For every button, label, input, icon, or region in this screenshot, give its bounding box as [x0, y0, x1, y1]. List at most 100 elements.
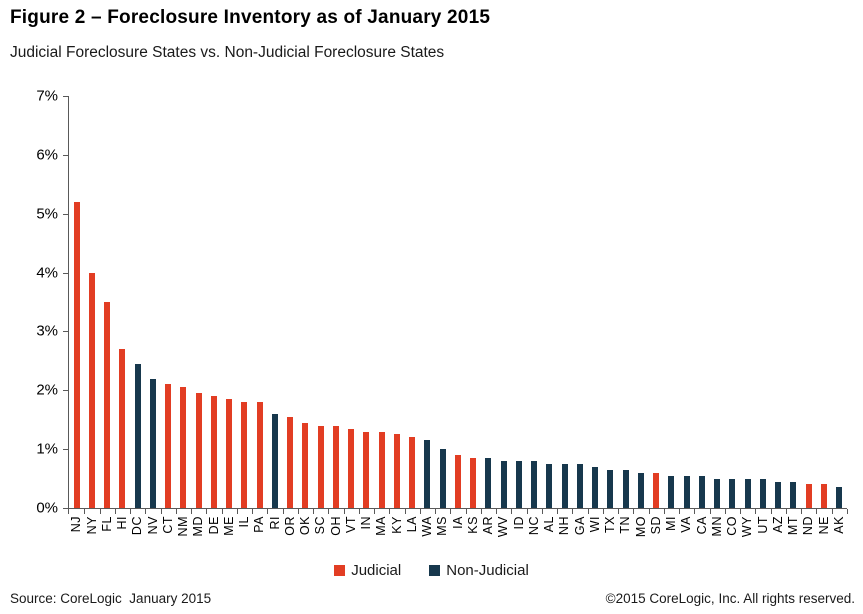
bar-cell-de: DE [206, 96, 223, 534]
bar-cell-nm: NM [176, 96, 192, 536]
x-axis-label-ny: NY [84, 516, 99, 535]
x-axis-label-wa: WA [420, 516, 435, 537]
x-axis-label-sd: SD [648, 516, 663, 535]
bar-ok [302, 422, 309, 508]
bar-cell-sc: SC [313, 96, 330, 534]
x-axis-tick-mark [267, 509, 269, 514]
x-axis-label-tx: TX [603, 516, 618, 533]
x-axis-label-ga: GA [572, 516, 587, 536]
bar-nc [531, 460, 538, 508]
bar-cell-tx: TX [603, 96, 619, 533]
y-axis-tick-label: 6% [36, 146, 58, 164]
x-axis-label-wrap: CA [694, 516, 709, 534]
bar-cell-ma: MA [374, 96, 391, 536]
x-axis-tick-mark [694, 509, 696, 514]
x-axis-label-ia: IA [450, 516, 465, 529]
bar-ga [576, 463, 583, 508]
bar-vt [348, 428, 355, 508]
x-axis-label-wrap: UT [755, 516, 770, 534]
x-axis-tick-mark [557, 509, 558, 514]
x-axis-label-ma: MA [374, 516, 389, 536]
x-axis-label-wy: WY [740, 516, 755, 538]
bar-wy [744, 478, 751, 508]
x-axis-label-wrap: AL [542, 516, 557, 532]
x-axis-label-wrap: IL [237, 516, 252, 527]
bar-cell-al: AL [542, 96, 558, 532]
y-axis-tick-label: 0% [36, 499, 58, 517]
x-axis-tick-mark [816, 509, 818, 514]
bar-wv [500, 460, 507, 508]
x-axis-label-wrap: NH [557, 516, 572, 535]
x-axis-label-mo: MO [633, 516, 648, 538]
bar-az [775, 481, 782, 508]
x-axis-label-wrap: MI [664, 516, 679, 531]
y-axis-tick-mark [63, 96, 68, 97]
x-axis-label-wrap: RI [267, 516, 282, 530]
y-axis-tick-mark [63, 449, 68, 450]
x-axis-label-wrap: FL [100, 516, 115, 532]
x-axis-label-il: IL [237, 516, 252, 528]
x-axis-label-wrap: WY [740, 516, 755, 537]
x-axis-label-ut: UT [755, 516, 770, 534]
x-axis-label-ri: RI [267, 516, 282, 530]
bar-fl [104, 302, 111, 508]
x-axis-label-vt: VT [343, 516, 358, 533]
x-axis-label-wrap: MO [633, 516, 648, 537]
bar-ar [485, 457, 492, 508]
x-axis-tick-mark [389, 509, 391, 514]
bar-cell-ca: CA [694, 96, 711, 534]
x-axis-tick-mark [145, 509, 147, 514]
x-axis-label-wrap: WI [588, 516, 603, 532]
bar-cell-nj: NJ [68, 96, 86, 532]
x-axis-tick-mark [602, 509, 604, 514]
x-axis-tick-mark [496, 509, 497, 514]
bar-ak [836, 487, 843, 508]
bar-mi [668, 475, 675, 508]
bar-cell-wa: WA [420, 96, 436, 537]
y-axis-tick-mark [63, 214, 68, 215]
figure-subtitle: Judicial Foreclosure States vs. Non-Judi… [10, 44, 445, 61]
y-axis-labels: 7% 6% 5% 4% 3% 2% 1% 0% [0, 88, 62, 517]
bar-ut [759, 478, 766, 508]
x-axis-label-wrap: DE [206, 516, 221, 534]
bar-oh [332, 425, 339, 508]
x-axis-label-co: CO [725, 516, 740, 536]
x-axis-label-ct: CT [160, 516, 175, 534]
x-axis-tick-mark [221, 509, 223, 514]
x-axis-label-wrap: OR [283, 516, 298, 536]
bar-il [241, 402, 248, 508]
figure-title: Figure 2 – Foreclosure Inventory as of J… [10, 7, 491, 28]
x-axis-label-wrap: ND [801, 516, 816, 535]
x-axis-label-wrap: GA [572, 516, 587, 535]
x-axis-label-wrap: DC [130, 516, 145, 535]
x-axis-label-wrap: ME [222, 516, 237, 536]
y-axis-tick-mark [63, 390, 68, 391]
bar-in [363, 431, 370, 508]
x-axis-tick-mark [846, 509, 848, 514]
x-axis-tick-mark [480, 509, 482, 514]
x-axis-label-wrap: MS [435, 516, 450, 536]
x-axis-tick-mark [770, 509, 772, 514]
bar-ky [393, 434, 400, 508]
bar-cell-nv: NV [145, 96, 162, 534]
x-axis-tick-mark [831, 509, 833, 514]
x-axis-tick-mark [313, 509, 314, 514]
bar-ne [820, 484, 827, 508]
bar-ia [454, 455, 461, 508]
x-axis-label-ar: AR [481, 516, 496, 535]
bar-al [546, 463, 553, 508]
bar-nd [805, 484, 812, 508]
bar-cell-md: MD [191, 96, 208, 536]
bar-cell-dc: DC [130, 96, 147, 535]
bar-cell-ks: KS [466, 96, 482, 534]
bar-cell-wy: WY [740, 96, 757, 537]
x-axis-label-de: DE [206, 516, 221, 535]
bar-cell-nc: NC [527, 96, 543, 535]
x-axis-tick-mark [99, 509, 101, 514]
x-axis-label-wrap: NE [816, 516, 831, 534]
bar-nm [180, 387, 187, 508]
x-axis-tick-mark [740, 509, 741, 514]
x-axis-tick-mark [618, 509, 619, 514]
x-axis-tick-mark [587, 509, 589, 514]
x-axis-label-dc: DC [130, 516, 145, 536]
